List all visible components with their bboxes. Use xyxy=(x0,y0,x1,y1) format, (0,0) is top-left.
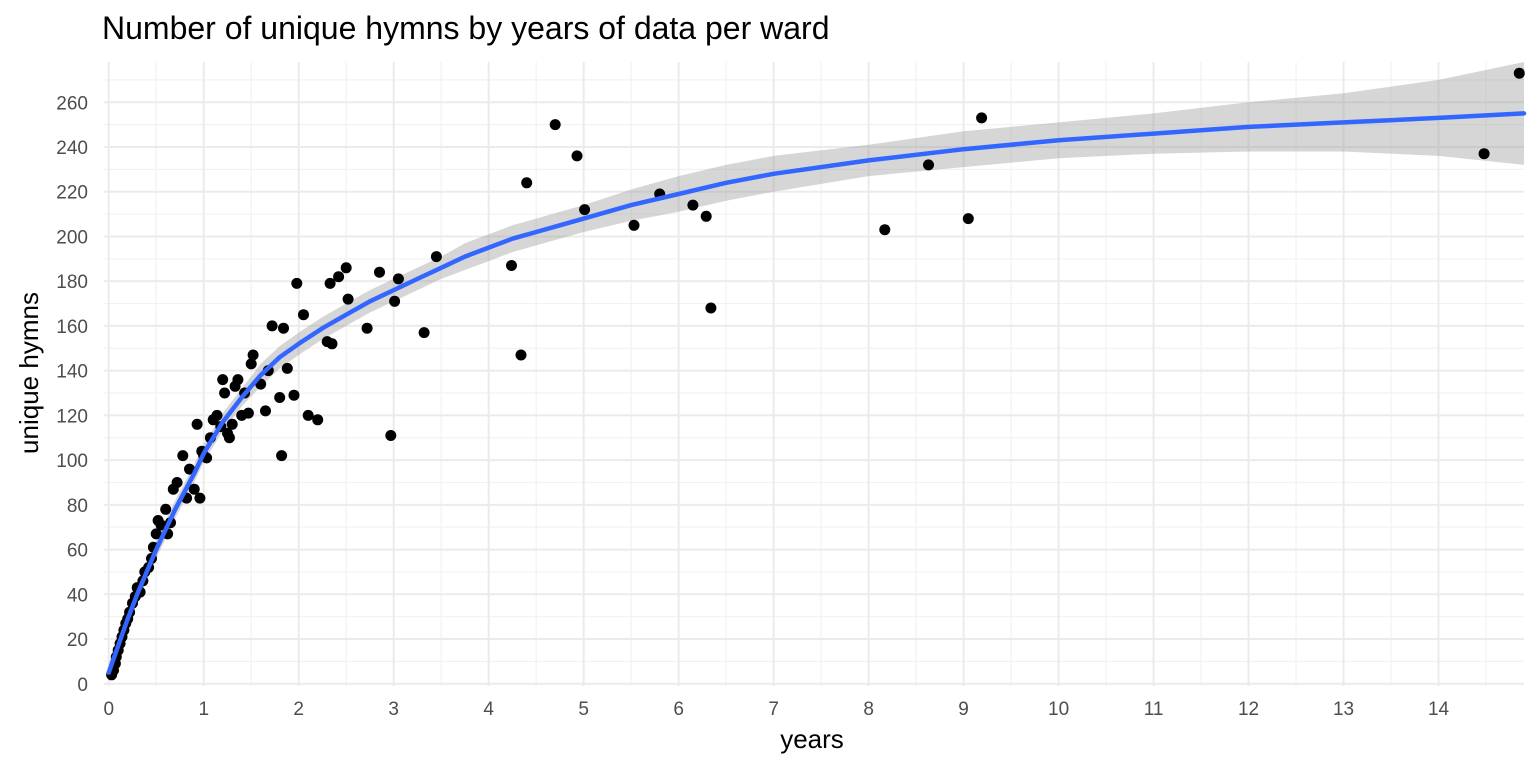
data-point xyxy=(291,277,303,289)
y-tick-label: 140 xyxy=(56,362,88,383)
y-tick-label: 80 xyxy=(67,496,88,517)
y-tick-label: 240 xyxy=(56,138,88,159)
data-point xyxy=(579,204,591,216)
data-point xyxy=(217,374,229,386)
smooth-line-layer xyxy=(106,111,1527,675)
y-tick-label: 40 xyxy=(67,585,88,606)
data-point xyxy=(191,418,203,430)
y-tick-label: 260 xyxy=(56,93,88,114)
y-axis-ticks: 0 20 40 60 80 100 120 140 160 180 200 220 240 260 xyxy=(56,93,88,696)
x-tick-label: 1 xyxy=(198,699,209,720)
grid-lines xyxy=(104,62,1524,686)
data-point xyxy=(549,119,561,131)
data-point xyxy=(171,477,183,488)
data-point xyxy=(150,528,162,540)
data-point xyxy=(260,405,271,417)
x-tick-label: 3 xyxy=(388,699,399,720)
data-point xyxy=(312,414,324,426)
data-point xyxy=(879,224,891,236)
y-tick-label: 160 xyxy=(56,317,88,338)
data-point xyxy=(923,159,934,171)
smooth-trend-line xyxy=(106,111,1527,675)
data-point xyxy=(1513,67,1525,79)
data-point xyxy=(278,322,289,334)
data-point xyxy=(374,266,385,278)
data-point xyxy=(219,387,231,399)
data-point xyxy=(188,483,200,495)
x-tick-label: 4 xyxy=(483,699,494,720)
x-tick-label: 0 xyxy=(103,699,114,720)
data-point xyxy=(705,302,717,314)
data-point xyxy=(276,450,288,462)
x-tick-label: 10 xyxy=(1048,699,1069,720)
data-point xyxy=(687,199,699,211)
x-tick-label: 2 xyxy=(293,699,304,720)
x-tick-label: 8 xyxy=(863,699,874,720)
x-tick-label: 9 xyxy=(958,699,969,720)
data-point xyxy=(340,262,352,274)
data-point xyxy=(976,112,988,124)
confidence-band-layer xyxy=(108,62,1525,682)
data-point xyxy=(247,349,259,361)
data-point xyxy=(211,409,223,421)
y-tick-label: 180 xyxy=(56,272,88,293)
data-point xyxy=(302,409,314,421)
data-point xyxy=(389,295,401,307)
data-point xyxy=(506,260,517,271)
data-point xyxy=(628,219,640,231)
data-point xyxy=(288,389,300,401)
x-tick-label: 5 xyxy=(578,699,589,720)
data-point xyxy=(392,273,404,285)
x-tick-label: 11 xyxy=(1144,699,1164,720)
chart-title: Number of unique hymns by years of data … xyxy=(102,10,829,46)
data-point xyxy=(298,309,309,321)
y-axis-title: unique hymns xyxy=(14,292,44,454)
confidence-band xyxy=(108,62,1525,682)
data-point xyxy=(962,213,974,225)
data-point xyxy=(242,407,254,419)
y-tick-label: 60 xyxy=(67,541,88,562)
data-point xyxy=(274,392,286,403)
data-point xyxy=(223,432,235,444)
data-point xyxy=(333,271,345,283)
data-point xyxy=(521,177,533,189)
data-point xyxy=(418,327,430,339)
data-point xyxy=(184,463,195,475)
data-point xyxy=(226,418,238,430)
data-point xyxy=(430,251,442,263)
data-point xyxy=(232,374,244,386)
data-point xyxy=(515,349,527,361)
y-tick-label: 200 xyxy=(56,227,88,248)
y-tick-label: 20 xyxy=(67,630,88,651)
data-point xyxy=(324,277,336,289)
y-tick-label: 100 xyxy=(56,451,88,472)
y-tick-label: 120 xyxy=(56,406,88,427)
data-point xyxy=(281,362,293,374)
data-point xyxy=(342,293,354,305)
x-tick-label: 13 xyxy=(1333,699,1354,720)
x-tick-label: 7 xyxy=(768,699,779,720)
data-point xyxy=(194,492,206,504)
data-point xyxy=(326,338,338,350)
x-axis-ticks: 0 1 2 3 4 5 6 7 8 9 10 11 12 13 14 xyxy=(103,699,1449,720)
data-point xyxy=(571,150,583,162)
data-point xyxy=(361,322,373,334)
data-point xyxy=(700,210,712,222)
data-point xyxy=(245,358,257,370)
x-tick-label: 6 xyxy=(673,699,684,720)
y-tick-label: 0 xyxy=(77,675,88,696)
x-axis-title: years xyxy=(780,724,844,754)
data-point xyxy=(160,503,172,515)
data-point xyxy=(385,430,397,441)
y-tick-label: 220 xyxy=(56,183,88,204)
data-point xyxy=(177,450,189,462)
data-point xyxy=(1478,148,1490,160)
x-tick-label: 12 xyxy=(1238,699,1259,720)
data-point xyxy=(266,320,278,332)
data-point xyxy=(155,519,167,531)
x-tick-label: 14 xyxy=(1428,699,1450,720)
